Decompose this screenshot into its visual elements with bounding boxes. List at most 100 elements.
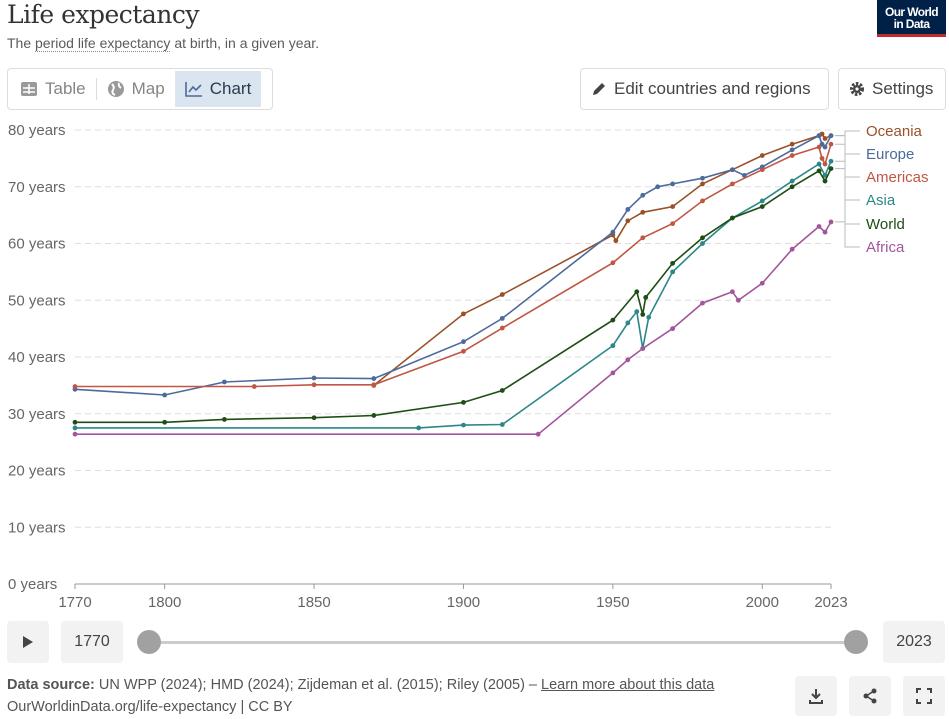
data-point[interactable] <box>789 147 795 153</box>
data-point[interactable] <box>700 181 705 187</box>
data-point[interactable] <box>371 413 377 418</box>
data-point[interactable] <box>640 235 646 241</box>
data-point[interactable] <box>700 241 705 246</box>
data-point[interactable] <box>670 204 676 210</box>
series-line[interactable] <box>75 143 832 388</box>
data-point[interactable] <box>625 320 631 326</box>
data-point[interactable] <box>822 136 828 141</box>
share-button[interactable] <box>849 676 891 716</box>
series-line[interactable] <box>75 160 832 429</box>
data-point[interactable] <box>819 141 825 147</box>
data-point[interactable] <box>162 419 168 425</box>
data-point[interactable] <box>759 198 765 204</box>
data-point[interactable] <box>822 229 828 235</box>
data-point[interactable] <box>828 133 834 139</box>
data-point[interactable] <box>610 229 616 235</box>
data-point[interactable] <box>741 173 747 178</box>
data-point[interactable] <box>759 153 765 158</box>
data-point[interactable] <box>655 184 661 190</box>
data-point[interactable] <box>828 141 834 147</box>
data-point[interactable] <box>311 382 317 388</box>
legend-label-asia[interactable]: Asia <box>866 192 896 209</box>
data-point[interactable] <box>789 184 795 190</box>
data-point[interactable] <box>828 166 834 171</box>
data-point[interactable] <box>759 167 765 173</box>
settings-button[interactable]: Settings <box>838 68 946 110</box>
data-point[interactable] <box>222 379 227 385</box>
data-point[interactable] <box>416 425 422 431</box>
data-point[interactable] <box>634 309 640 314</box>
data-point[interactable] <box>499 325 505 331</box>
data-point[interactable] <box>729 167 735 173</box>
data-point[interactable] <box>789 246 795 252</box>
data-point[interactable] <box>222 417 227 422</box>
download-button[interactable] <box>795 676 837 716</box>
legend-label-europe[interactable]: Europe <box>866 146 914 163</box>
data-point[interactable] <box>643 295 649 300</box>
data-point[interactable] <box>499 316 505 321</box>
timeline-track[interactable] <box>148 641 856 644</box>
data-point[interactable] <box>759 204 765 210</box>
data-point[interactable] <box>670 181 676 187</box>
data-point[interactable] <box>311 375 317 381</box>
data-point[interactable] <box>729 181 735 187</box>
data-point[interactable] <box>162 392 168 398</box>
data-point[interactable] <box>461 339 466 345</box>
legend-label-world[interactable]: World <box>866 216 905 233</box>
data-point[interactable] <box>610 343 616 349</box>
series-line[interactable] <box>75 221 832 435</box>
data-point[interactable] <box>72 419 78 425</box>
data-point[interactable] <box>700 300 705 306</box>
data-point[interactable] <box>828 158 834 164</box>
data-point[interactable] <box>729 289 735 295</box>
data-point[interactable] <box>610 317 616 323</box>
data-point[interactable] <box>461 348 466 354</box>
data-point[interactable] <box>700 198 705 204</box>
data-point[interactable] <box>700 235 705 241</box>
data-point[interactable] <box>822 144 828 150</box>
learn-more-link[interactable]: Learn more about this data <box>541 677 715 693</box>
edit-countries-button[interactable]: Edit countries and regions <box>580 68 829 110</box>
data-point[interactable] <box>625 218 631 224</box>
data-point[interactable] <box>640 346 646 351</box>
start-year-label[interactable]: 1770 <box>61 621 123 663</box>
data-point[interactable] <box>634 289 640 295</box>
data-point[interactable] <box>670 269 676 275</box>
data-point[interactable] <box>789 153 795 158</box>
data-point[interactable] <box>670 260 676 266</box>
legend-label-oceania[interactable]: Oceania <box>866 123 923 140</box>
data-point[interactable] <box>640 209 646 215</box>
data-point[interactable] <box>646 314 652 320</box>
play-button[interactable] <box>7 621 49 663</box>
data-point[interactable] <box>822 173 828 178</box>
data-point[interactable] <box>72 425 78 431</box>
data-point[interactable] <box>822 161 828 167</box>
data-point[interactable] <box>816 224 822 229</box>
data-point[interactable] <box>640 312 646 317</box>
data-point[interactable] <box>816 168 822 174</box>
data-point[interactable] <box>311 415 317 421</box>
series-line[interactable] <box>74 134 832 396</box>
fullscreen-button[interactable] <box>903 676 945 716</box>
data-point[interactable] <box>72 384 78 389</box>
data-point[interactable] <box>610 370 616 376</box>
timeline-end-handle[interactable] <box>844 630 868 654</box>
data-point[interactable] <box>759 280 765 286</box>
data-point[interactable] <box>700 175 705 181</box>
data-point[interactable] <box>819 155 825 161</box>
data-point[interactable] <box>72 431 78 437</box>
data-point[interactable] <box>371 382 377 388</box>
data-point[interactable] <box>822 178 828 184</box>
tab-map[interactable]: Map <box>97 71 175 107</box>
series-line[interactable] <box>75 168 832 424</box>
data-point[interactable] <box>789 178 795 184</box>
legend-label-americas[interactable]: Americas <box>866 169 929 186</box>
data-point[interactable] <box>251 384 257 389</box>
tab-table[interactable]: Table <box>10 71 96 107</box>
tab-chart[interactable]: Chart <box>174 71 262 107</box>
data-point[interactable] <box>789 141 795 147</box>
data-point[interactable] <box>499 422 505 427</box>
data-point[interactable] <box>816 144 822 150</box>
data-point[interactable] <box>640 192 646 198</box>
data-point[interactable] <box>670 221 676 227</box>
